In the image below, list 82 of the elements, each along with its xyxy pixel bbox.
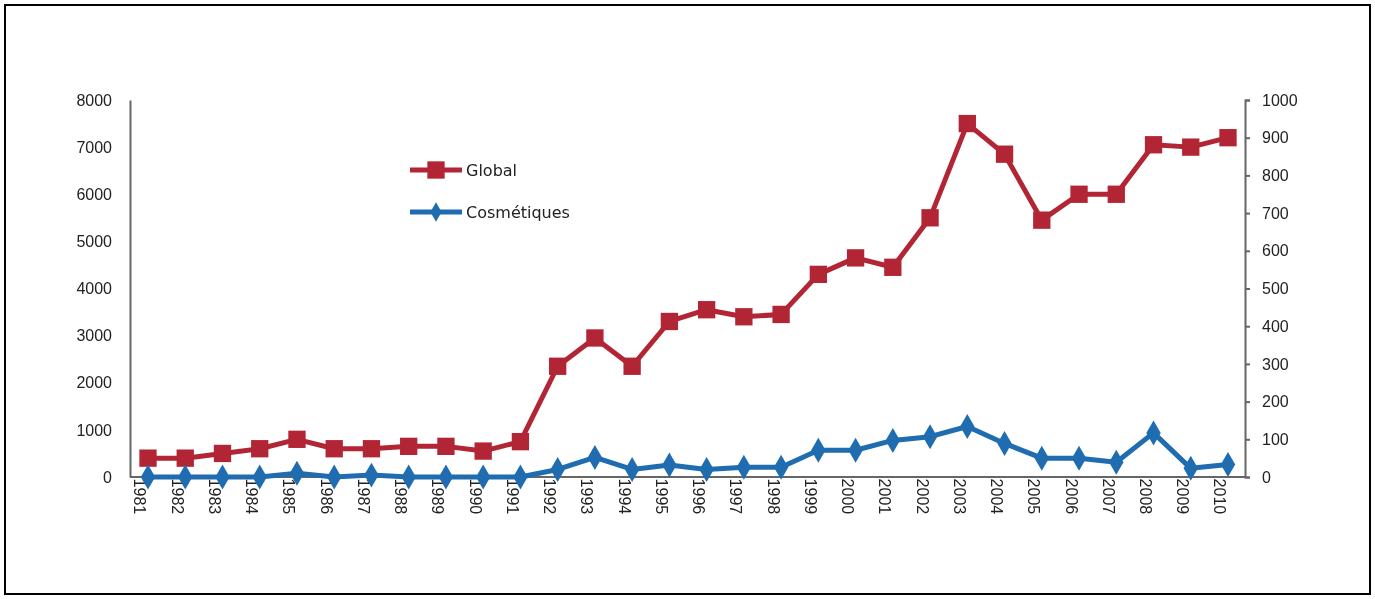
y-tick-label: 3000 — [76, 327, 113, 345]
x-tick-label: 1991 — [503, 478, 521, 515]
point — [995, 145, 1014, 163]
y2-tick-label: 700 — [1262, 204, 1289, 222]
x-tick-label: 2000 — [839, 478, 857, 515]
y2-tick-label: 300 — [1262, 355, 1289, 373]
point — [288, 430, 306, 448]
point — [809, 265, 828, 284]
x-tick-label: 1982 — [168, 478, 186, 515]
x-tick-label: 1987 — [354, 478, 372, 515]
point — [325, 440, 343, 458]
x-tick-label: 2009 — [1174, 478, 1192, 515]
x-tick-label: 2001 — [876, 478, 894, 515]
x-tick-label: 1986 — [317, 478, 335, 515]
y-tick-label: 8000 — [76, 91, 113, 109]
point — [660, 312, 679, 331]
point — [958, 114, 976, 133]
x-tick-label: 2004 — [988, 478, 1006, 515]
point — [511, 433, 530, 451]
point — [884, 258, 902, 276]
x-tick-label: 1998 — [764, 478, 782, 515]
x-tick-label: 1985 — [280, 478, 298, 515]
x-tick-label: 1999 — [801, 478, 819, 515]
y-tick-label: 4000 — [76, 280, 113, 298]
point — [549, 357, 567, 375]
x-tick-label: 1981 — [131, 478, 149, 515]
x-tick-label: 2008 — [1137, 478, 1155, 515]
x-tick-label: 1989 — [429, 478, 447, 515]
point — [1033, 211, 1051, 229]
x-tick-label: 2005 — [1025, 478, 1043, 515]
x-tick-label: 1997 — [727, 478, 745, 515]
point — [474, 442, 492, 460]
x-tick-label: 1993 — [578, 478, 596, 515]
x-tick-label: 2003 — [950, 478, 968, 515]
y-tick-label: 7000 — [76, 138, 113, 156]
y2-tick-label: 400 — [1262, 317, 1289, 335]
point — [213, 444, 232, 463]
x-tick-label: 2002 — [913, 478, 931, 515]
y2-tick-label: 800 — [1262, 167, 1289, 185]
point — [1182, 138, 1200, 156]
legend-label: Cosmétiques — [466, 202, 570, 222]
x-tick-label: 1983 — [205, 478, 223, 515]
point — [921, 209, 939, 227]
x-tick-label: 2006 — [1062, 478, 1080, 515]
y-tick-label: 1000 — [76, 421, 113, 439]
point — [846, 249, 865, 267]
point — [772, 305, 790, 324]
y-tick-label: 2000 — [76, 374, 113, 392]
point — [437, 437, 455, 456]
point — [1219, 129, 1237, 147]
point — [697, 301, 716, 319]
x-tick-label: 1992 — [541, 478, 559, 515]
point — [1144, 136, 1163, 154]
x-tick-label: 1990 — [466, 478, 484, 515]
legend-label: Global — [466, 160, 518, 180]
y2-tick-label: 0 — [1262, 468, 1271, 486]
point — [251, 440, 269, 458]
point — [586, 329, 604, 347]
y-tick-label: 0 — [103, 468, 113, 486]
x-tick-label: 2007 — [1099, 478, 1117, 515]
x-tick-label: 1994 — [615, 478, 633, 515]
x-tick-label: 1988 — [392, 478, 410, 515]
x-tick-label: 2010 — [1211, 478, 1229, 515]
y2-tick-label: 1000 — [1262, 91, 1298, 109]
point — [139, 449, 157, 467]
y2-tick-label: 500 — [1262, 280, 1289, 298]
point — [623, 357, 641, 375]
point — [1070, 185, 1088, 203]
y2-tick-label: 900 — [1262, 129, 1289, 147]
point — [1107, 185, 1125, 203]
y2-tick-label: 600 — [1262, 242, 1289, 260]
point — [362, 440, 381, 458]
x-tick-label: 1996 — [690, 478, 708, 515]
y2-tick-label: 200 — [1262, 393, 1289, 411]
y-tick-label: 5000 — [76, 232, 113, 250]
point — [400, 437, 418, 456]
y-tick-label: 6000 — [76, 185, 113, 203]
x-tick-label: 1995 — [652, 478, 670, 515]
point — [735, 308, 753, 326]
point — [176, 449, 194, 467]
x-tick-label: 1984 — [243, 478, 261, 515]
y2-tick-label: 100 — [1262, 430, 1289, 448]
